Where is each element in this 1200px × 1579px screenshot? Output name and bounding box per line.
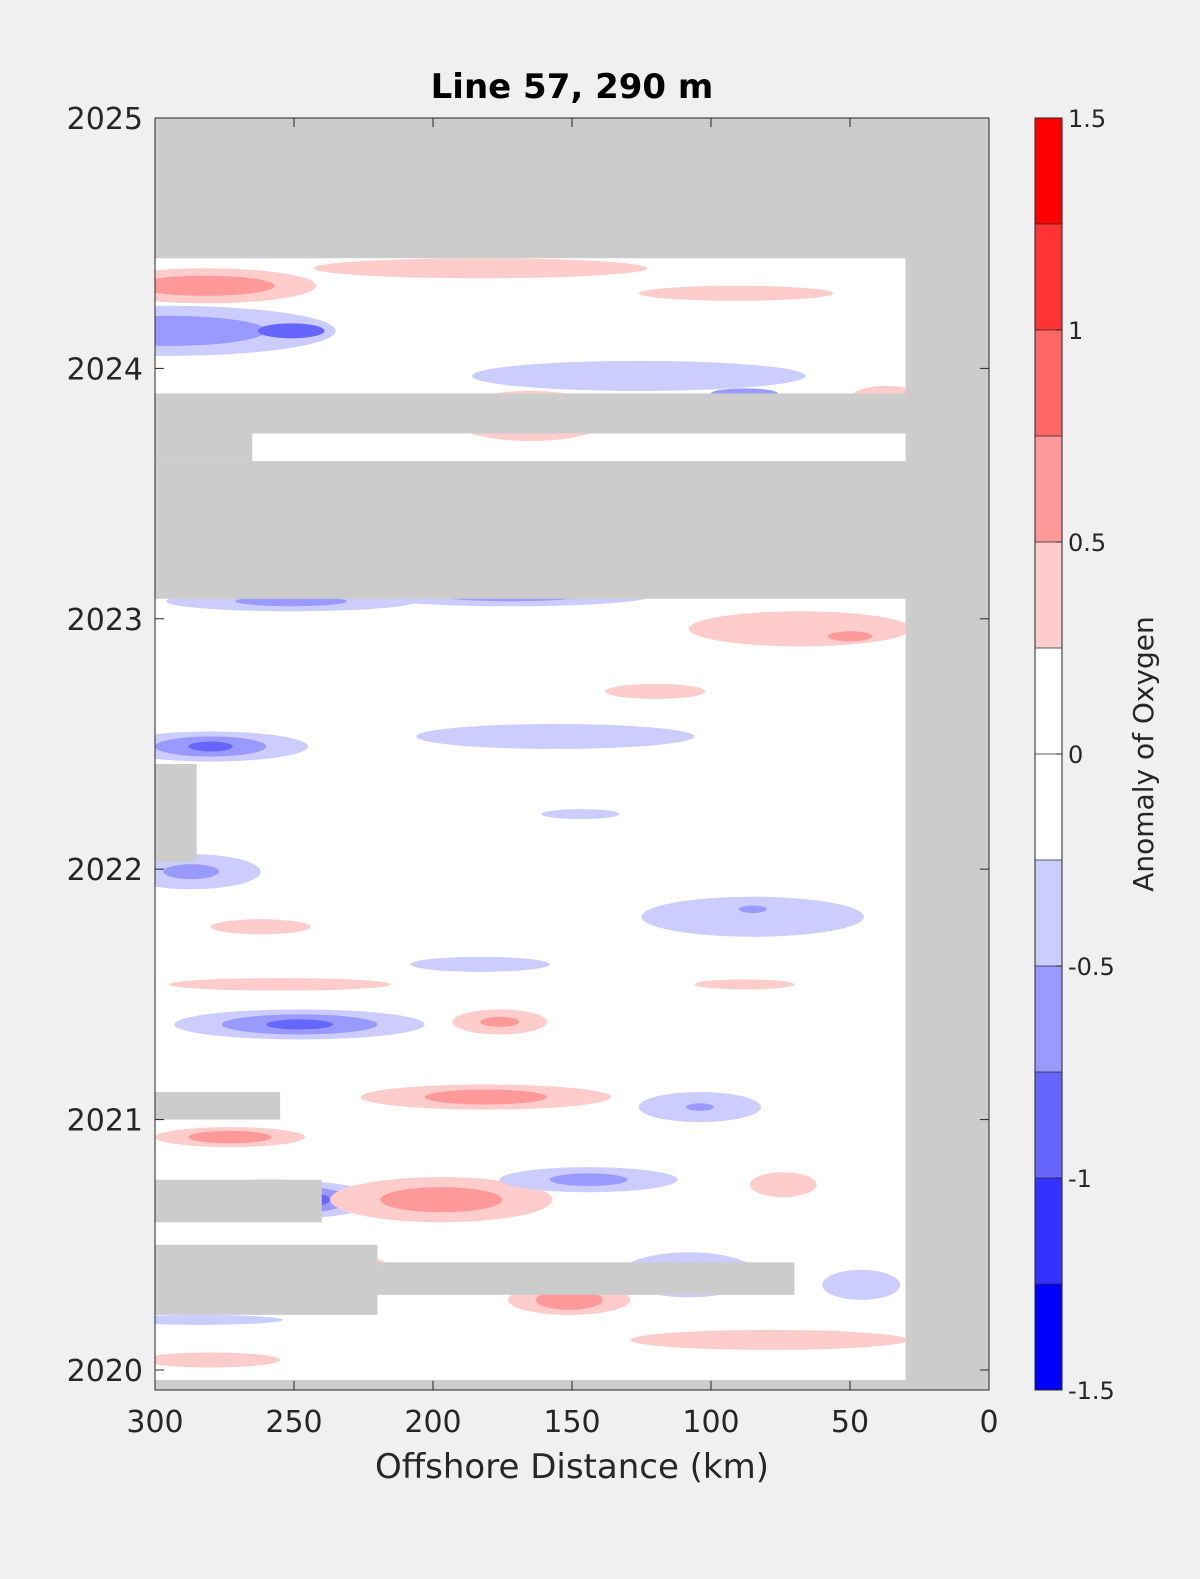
x-tick-label: 100: [682, 1405, 739, 1440]
anomaly-patch: [685, 1103, 714, 1111]
anomaly-patch: [749, 1172, 817, 1198]
anomaly-patch: [188, 1130, 272, 1144]
colorbar-tick-label: 0.5: [1068, 529, 1106, 557]
no-data-region: [155, 1092, 281, 1120]
colorbar-bin: [1035, 754, 1062, 860]
anomaly-patch: [380, 1187, 503, 1213]
anomaly-patch: [155, 1352, 281, 1368]
colorbar-bin: [1035, 330, 1062, 436]
colorbar-tick-label: 1.5: [1068, 105, 1106, 133]
x-axis-label: Offshore Distance (km): [375, 1447, 769, 1487]
colorbar-bin: [1035, 118, 1062, 224]
no-data-region: [377, 1262, 795, 1295]
no-data-region: [905, 118, 989, 1390]
anomaly-patch: [541, 809, 620, 820]
colorbar-bin: [1035, 860, 1062, 966]
no-data-region: [155, 1244, 378, 1315]
anomaly-patch: [257, 323, 325, 339]
anomaly-patch: [163, 864, 219, 880]
y-tick-label: 2025: [67, 102, 143, 137]
colorbar-bin: [1035, 1072, 1062, 1178]
colorbar-bin: [1035, 1178, 1062, 1284]
colorbar-bin: [1035, 1284, 1062, 1390]
anomaly-patch: [155, 275, 275, 296]
no-data-region: [155, 1179, 322, 1223]
x-tick-label: 300: [126, 1405, 183, 1440]
anomaly-patch: [168, 978, 392, 991]
anomaly-patch: [155, 315, 267, 346]
no-data-region: [155, 433, 253, 462]
colorbar-bin: [1035, 542, 1062, 648]
x-tick-label: 50: [831, 1405, 869, 1440]
anomaly-patch: [827, 631, 873, 642]
x-tick-label: 250: [265, 1405, 322, 1440]
anomaly-patch: [266, 1019, 333, 1030]
anomaly-patch: [188, 741, 233, 752]
anomaly-patch: [416, 723, 695, 749]
no-data-region: [155, 764, 197, 862]
contour-layer: [155, 118, 989, 1390]
anomaly-patch: [605, 683, 706, 699]
anomaly-patch: [638, 285, 834, 301]
no-data-region: [155, 118, 989, 259]
colorbar-tick-label: -1.5: [1068, 1377, 1115, 1405]
y-tick-label: 2024: [67, 352, 143, 387]
colorbar-tick-label: 1: [1068, 317, 1083, 345]
colorbar-bin: [1035, 966, 1062, 1072]
colorbar-bin: [1035, 224, 1062, 330]
colorbar-bin: [1035, 436, 1062, 542]
anomaly-patch: [688, 611, 912, 647]
x-tick-label: 200: [404, 1405, 461, 1440]
y-tick-label: 2021: [67, 1104, 143, 1139]
anomaly-patch: [694, 979, 795, 990]
y-tick-label: 2023: [67, 603, 143, 638]
anomaly-patch: [822, 1269, 901, 1300]
anomaly-patch: [641, 896, 864, 937]
y-tick-label: 2022: [67, 853, 143, 888]
anomaly-patch: [155, 1314, 283, 1325]
colorbar-tick-label: 0: [1068, 741, 1083, 769]
anomaly-patch: [210, 919, 311, 935]
anomaly-patch: [480, 1016, 520, 1027]
anomaly-patch: [738, 905, 767, 913]
chart-title: Line 57, 290 m: [431, 67, 714, 107]
anomaly-patch: [313, 258, 648, 279]
x-tick-label: 0: [979, 1405, 998, 1440]
no-data-region: [155, 393, 906, 434]
colorbar-tick-label: -1: [1068, 1165, 1092, 1193]
y-tick-label: 2020: [67, 1354, 143, 1389]
anomaly-patch: [410, 956, 550, 972]
axes: 300 250 200 150 100 50 0 2020 2021 2022 2023 2024 20…: [67, 102, 1115, 1440]
x-tick-label: 150: [543, 1405, 600, 1440]
no-data-region: [155, 1379, 906, 1390]
anomaly-patch: [630, 1329, 909, 1350]
anomaly-patch: [549, 1173, 628, 1186]
colorbar-label: Anomaly of Oxygen: [1127, 616, 1160, 892]
colorbar-tick-label: -0.5: [1068, 953, 1115, 981]
no-data-region: [155, 461, 906, 599]
colorbar-bin: [1035, 648, 1062, 754]
anomaly-patch: [471, 360, 806, 391]
anomaly-patch: [424, 1089, 547, 1105]
